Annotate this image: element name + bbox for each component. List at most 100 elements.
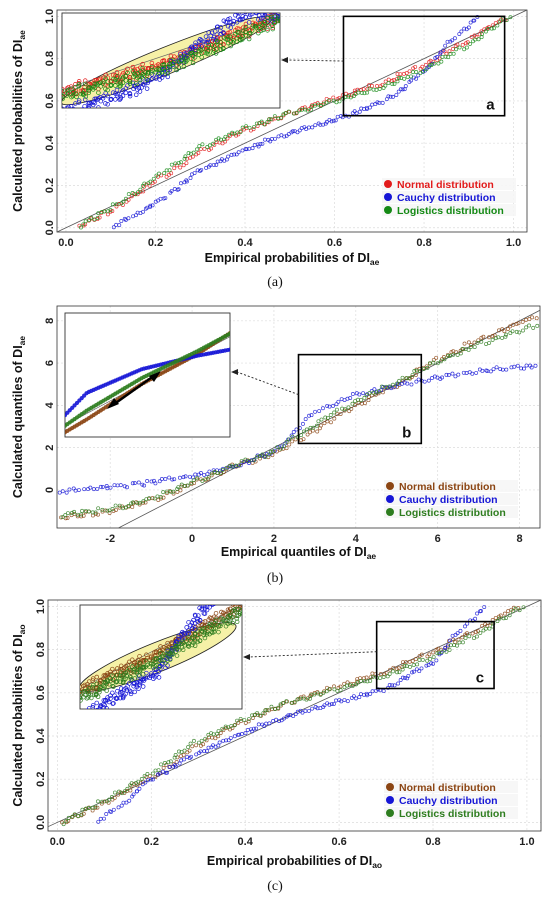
data-point (293, 712, 298, 717)
data-point (358, 678, 363, 683)
data-point (108, 208, 113, 213)
x-tick-label: 0.0 (50, 836, 65, 848)
data-point (466, 340, 471, 345)
data-point (361, 391, 366, 396)
inset-point (165, 71, 171, 76)
data-point (380, 100, 385, 105)
data-point (399, 76, 404, 80)
data-point (337, 99, 342, 104)
connector-arrowhead (243, 654, 250, 660)
inset-point (229, 582, 233, 586)
inset-point (207, 599, 211, 603)
data-point (504, 616, 509, 620)
data-point (308, 425, 313, 430)
data-point (79, 514, 84, 519)
inset-point (235, 585, 239, 589)
inset-point (232, 609, 238, 614)
data-point (508, 324, 513, 329)
inset-point (218, 31, 224, 37)
inset-point (140, 65, 145, 71)
inset-point (240, 580, 244, 584)
inset-point (216, 629, 221, 635)
inset-point (271, 21, 277, 26)
data-point (79, 812, 84, 817)
data-point (112, 483, 117, 488)
inset-point (87, 714, 91, 718)
data-point (530, 315, 535, 320)
data-point (327, 702, 332, 707)
data-point (138, 187, 143, 192)
data-point (480, 368, 485, 373)
data-point (513, 606, 518, 611)
inset-point (243, 13, 248, 15)
data-point (184, 161, 189, 166)
inset-point (260, 27, 266, 33)
data-point (124, 800, 129, 805)
data-point (482, 605, 487, 609)
inset-point (211, 37, 216, 42)
data-point (451, 352, 456, 357)
data-point (301, 437, 306, 442)
data-point (377, 86, 382, 91)
data-point (377, 389, 382, 394)
data-point (163, 477, 168, 481)
data-point (474, 370, 479, 375)
data-point (256, 144, 261, 149)
data-point (335, 688, 340, 693)
data-point (264, 721, 269, 726)
data-point (97, 215, 102, 220)
data-point (286, 713, 291, 718)
data-point (400, 375, 405, 380)
inset-point (94, 700, 100, 706)
data-point (247, 717, 251, 721)
data-point (414, 667, 419, 672)
data-point (114, 204, 119, 209)
data-point (308, 696, 312, 701)
data-point (408, 664, 412, 669)
data-point (485, 623, 490, 628)
data-point (336, 399, 341, 404)
data-point (232, 152, 237, 157)
inset-point (94, 712, 98, 716)
inset-point (167, 657, 173, 662)
data-point (475, 611, 480, 616)
data-point (73, 488, 78, 493)
data-point (431, 360, 436, 365)
data-point (390, 82, 395, 86)
inset-point (201, 50, 206, 55)
data-point (338, 687, 343, 692)
inset-point (231, 576, 235, 580)
data-point (290, 434, 295, 439)
data-point (281, 716, 286, 721)
inset-point (211, 614, 217, 620)
inset-point (78, 715, 82, 719)
inset-point (238, 583, 242, 587)
data-point (440, 375, 445, 380)
data-point (122, 790, 127, 795)
inset-point (262, 13, 268, 16)
inset-point (176, 647, 182, 653)
data-point (418, 71, 423, 75)
data-point (504, 332, 509, 337)
inset-point (270, 26, 275, 32)
data-point (162, 761, 167, 765)
inset-point (83, 78, 88, 83)
data-point (163, 196, 168, 201)
data-point (463, 624, 467, 629)
data-point (489, 26, 494, 31)
data-point (508, 331, 513, 335)
data-point (61, 822, 66, 827)
data-point (294, 110, 299, 115)
inset-point (229, 579, 233, 583)
inset-point (218, 40, 224, 45)
inset-point (227, 581, 231, 585)
data-point (71, 486, 76, 491)
y-axis-label: Calculated quantiles of DIae (11, 336, 27, 499)
inset-point (199, 38, 204, 43)
inset-point (254, 13, 259, 16)
data-point (255, 711, 260, 715)
data-point (182, 748, 187, 753)
data-point (501, 616, 506, 621)
